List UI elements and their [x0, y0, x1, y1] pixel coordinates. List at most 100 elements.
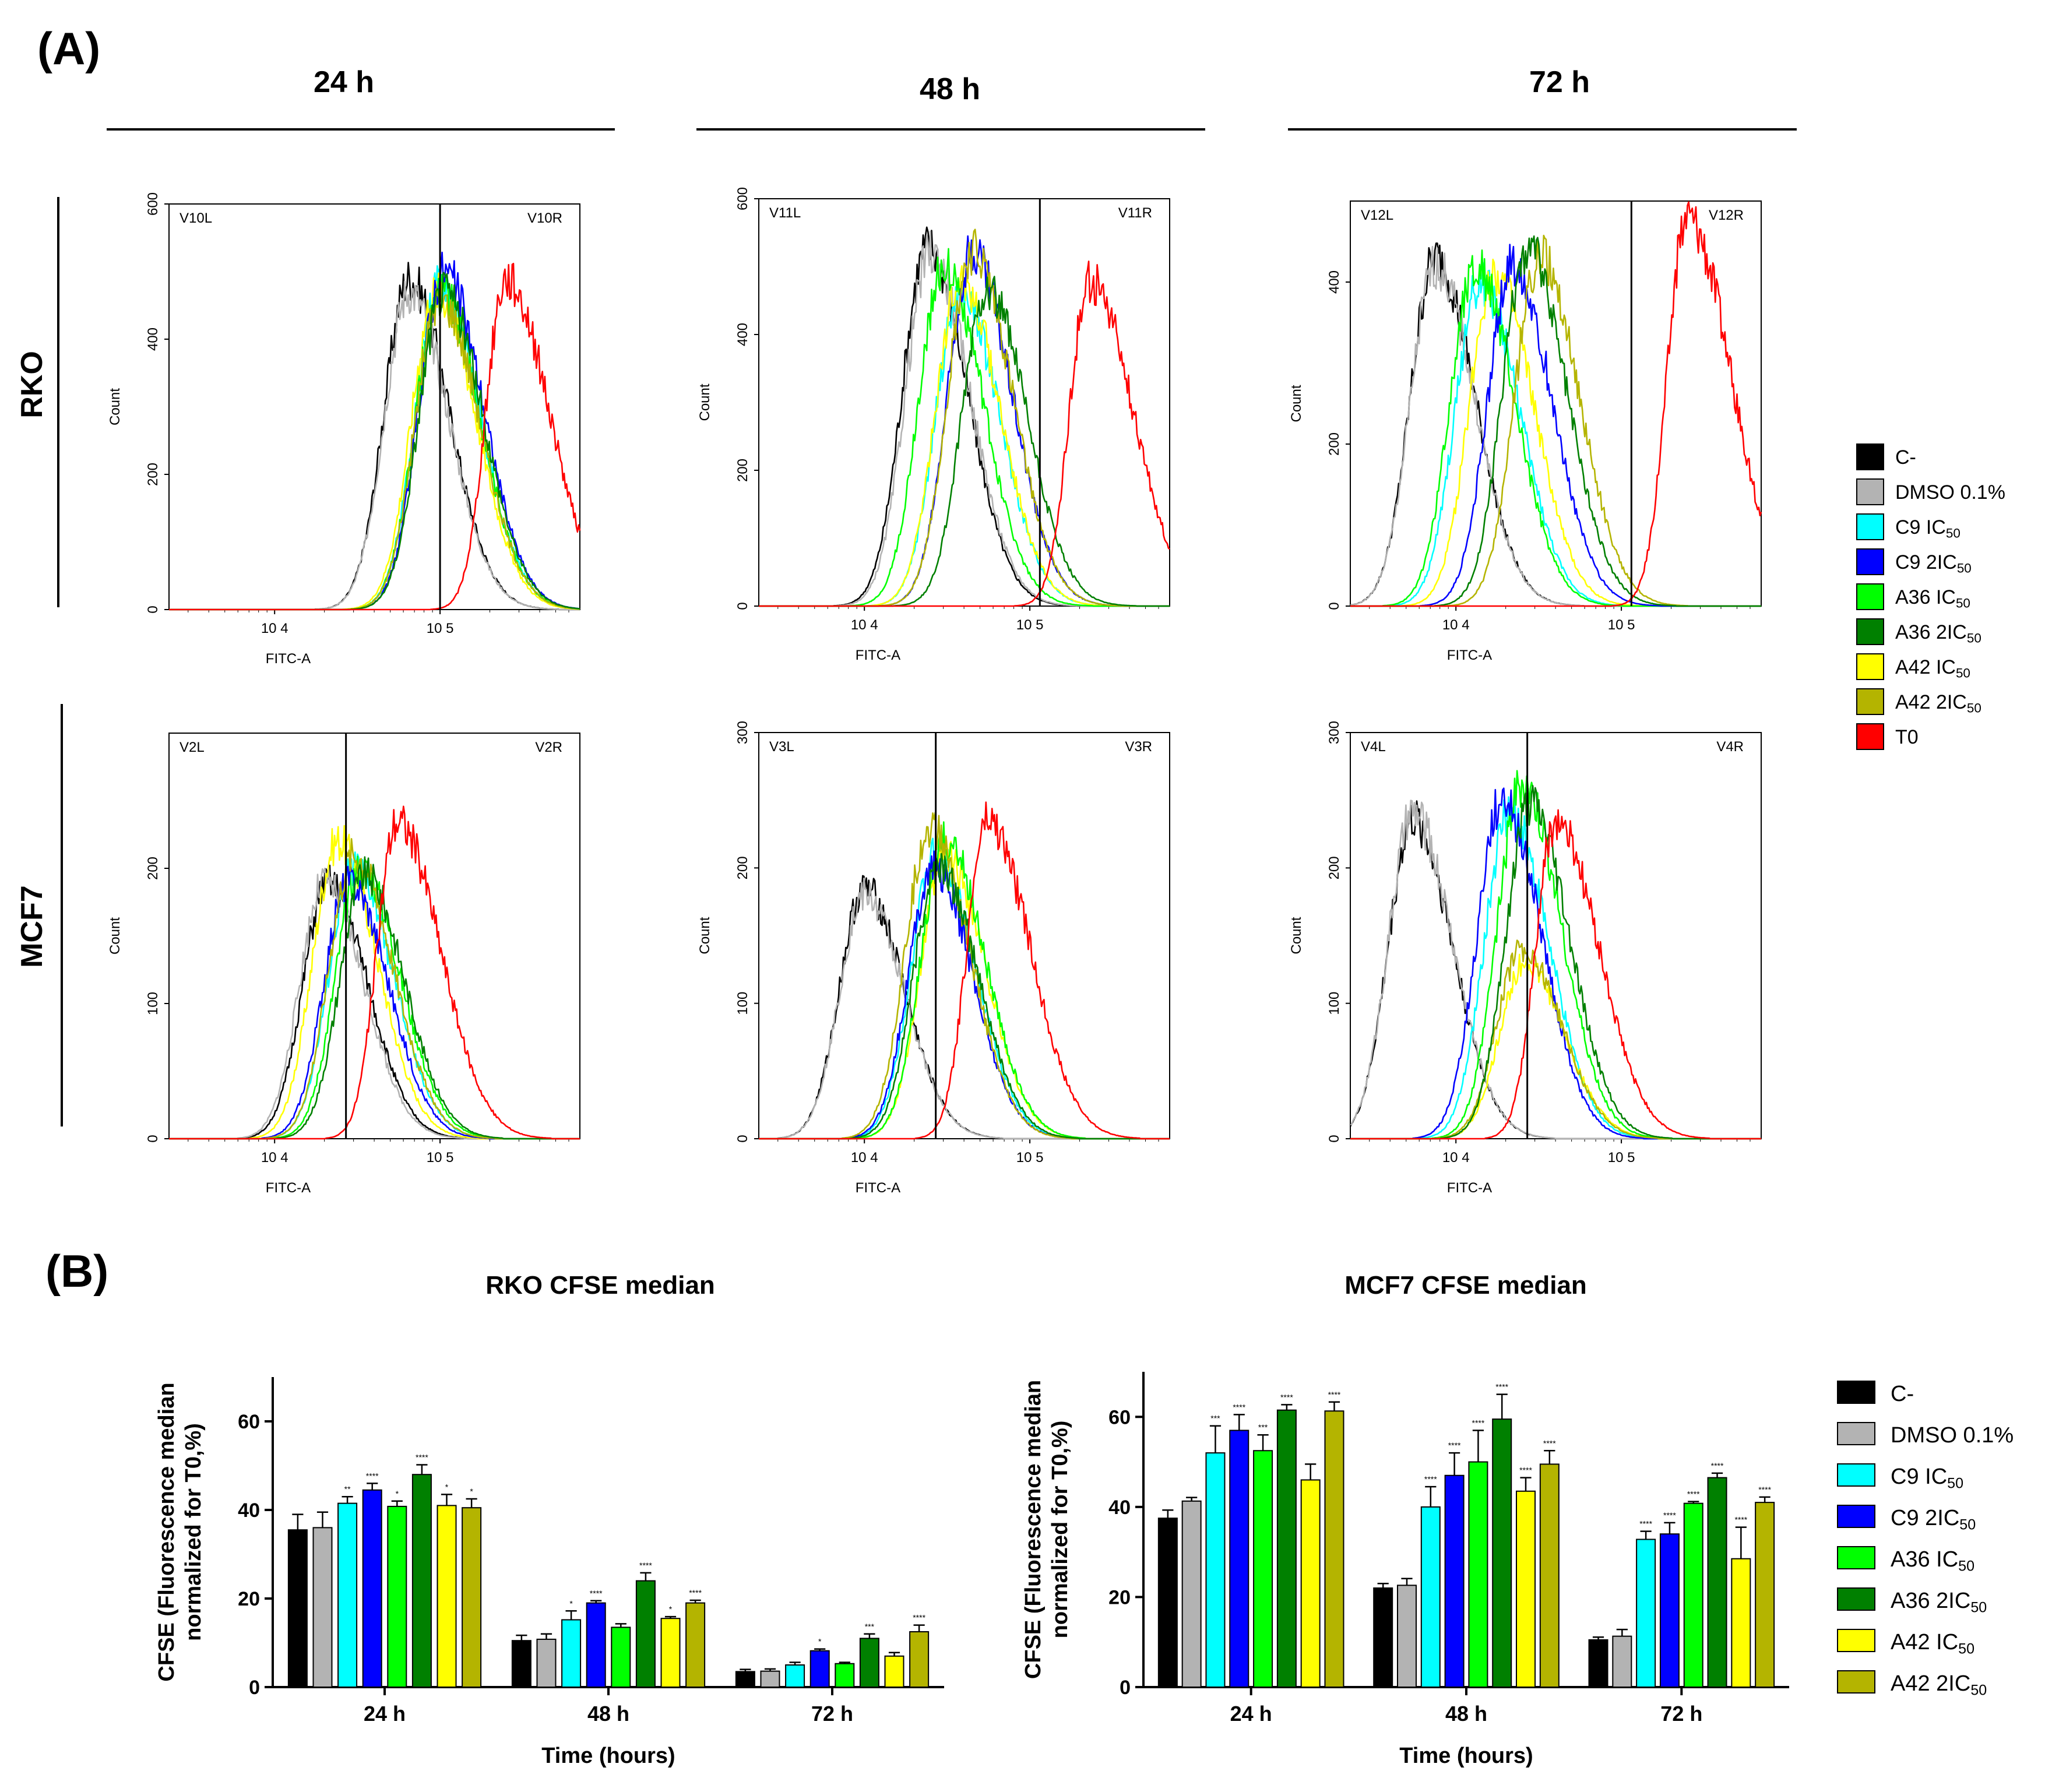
bar-c9-ic50-24-h	[337, 1502, 358, 1688]
x-tick-label: 10 5	[1608, 617, 1635, 633]
x-axis-label: FITC-A	[266, 651, 311, 667]
flow-histogram-rko-72h: 0 200 400 Count 10 4 10 5 FITC-A V12L V12R	[1289, 200, 1762, 663]
bar-a42-2ic50-72-h	[909, 1631, 930, 1688]
y-axis-label: Count	[697, 383, 713, 421]
legend-swatch-c	[1856, 443, 1884, 470]
y-tick-label: 100	[735, 992, 751, 1015]
bar-a36-ic50-24-h	[387, 1505, 407, 1688]
bar-a36-2ic50-48-h	[1492, 1418, 1512, 1688]
bar-c9-2ic50-48-h	[586, 1602, 606, 1688]
legend-swatch-a36-2ic50	[1856, 618, 1884, 645]
significance-marker: ****	[1280, 1392, 1293, 1402]
histogram-curve-c9-2ic50	[759, 850, 1170, 1140]
significance-marker: ***	[1210, 1414, 1220, 1423]
bar-legend-label-a42-2ic50-subscript: 50	[1970, 1682, 1987, 1699]
gate-right-label: V2R	[535, 740, 562, 755]
significance-marker: ****	[1758, 1485, 1771, 1494]
bar-c9-ic50-72-h	[785, 1664, 805, 1688]
flow-row-label-mcf7: MCF7	[15, 704, 63, 1126]
bar-legend-label-a36-2ic50: A36 2IC50	[1891, 1589, 1987, 1616]
y-tick-label: 60	[238, 1411, 260, 1433]
category-label-48-h: 48 h	[1445, 1702, 1487, 1726]
bar-legend-label-c9-2ic50-main: C9 2IC	[1891, 1506, 1959, 1530]
bar-c-24-h	[1157, 1518, 1178, 1688]
bar-c9-2ic50-24-h	[362, 1489, 382, 1688]
row-title-rko: RKO	[15, 351, 49, 418]
y-tick-label: 400	[1326, 270, 1342, 294]
significance-marker: ***	[865, 1622, 875, 1631]
bar-c9-ic50-72-h	[1636, 1538, 1656, 1688]
bar-legend-label-dmso-0-1: DMSO 0.1%	[1891, 1423, 2014, 1448]
legend-label-c9-ic50-subscript: 50	[1946, 526, 1960, 541]
y-tick-label: 200	[145, 857, 161, 880]
panel-a-label: (A)	[37, 23, 100, 74]
bar-legend-label-c9-2ic50-subscript: 50	[1959, 1517, 1976, 1533]
significance-marker: *	[445, 1482, 449, 1491]
x-tick-label: 10 5	[1608, 1150, 1635, 1166]
y-tick-label: 0	[145, 605, 161, 613]
bar-legend-label-a42-2ic50: A42 2IC50	[1891, 1671, 1987, 1699]
significance-marker: *	[470, 1487, 473, 1496]
legend-label-a36-ic50: A36 IC50	[1895, 586, 1970, 611]
bar-a36-2ic50-48-h	[635, 1580, 656, 1688]
significance-marker: ***	[1258, 1423, 1268, 1432]
legend-label-t0: T0	[1895, 726, 1919, 748]
bar-c9-ic50-48-h	[561, 1619, 582, 1688]
bar-legend-label-a36-ic50-subscript: 50	[1958, 1558, 1974, 1575]
bar-a42-ic50-48-h	[1516, 1490, 1536, 1688]
bar-legend-label-a36-ic50-main: A36 IC	[1891, 1547, 1958, 1572]
histogram-curve-c9-2ic50	[1350, 244, 1761, 607]
y-tick-label: 60	[1108, 1406, 1131, 1428]
y-tick-label: 0	[1120, 1677, 1131, 1699]
bar-legend-label-a42-2ic50-main: A42 2IC	[1891, 1671, 1970, 1696]
gate-left-label: V2L	[179, 740, 205, 755]
histogram-frame	[758, 198, 1170, 607]
legend-label-t0-main: T0	[1895, 726, 1919, 748]
gate-right-label: V12R	[1709, 207, 1744, 223]
y-tick-label: 400	[735, 323, 751, 346]
y-tick-label: 400	[145, 328, 161, 351]
bar-a36-ic50-24-h	[1253, 1450, 1273, 1688]
legend-label-c9-2ic50: C9 2IC50	[1895, 551, 1972, 576]
significance-marker: ****	[1472, 1418, 1485, 1427]
significance-marker: ****	[689, 1588, 702, 1597]
histogram-curve-c9-2ic50	[1350, 787, 1761, 1140]
flow-histogram-rko-24h: 0 200 400 600 Count 10 4 10 5 FITC-A V10L V10R	[107, 192, 581, 667]
histogram-frame	[168, 203, 580, 610]
legend-label-a42-ic50-main: A42 IC	[1895, 656, 1956, 678]
legend-label-a36-ic50-main: A36 IC	[1895, 586, 1956, 608]
legend-swatch-a36-ic50	[1856, 583, 1884, 610]
x-tick-label: 10 4	[261, 1150, 288, 1166]
legend-label-a42-2ic50-subscript: 50	[1967, 701, 1981, 716]
y-tick-label: 0	[735, 602, 751, 610]
y-tick-label: 20	[238, 1588, 260, 1610]
legend-swatch-a42-2ic50	[1856, 688, 1884, 715]
category-label-24-h: 24 h	[364, 1702, 406, 1726]
histogram-curve-a42-ic50	[1350, 953, 1761, 1140]
gate-right-label: V4R	[1716, 739, 1744, 755]
bar-legend-label-a42-ic50-main: A42 IC	[1891, 1630, 1958, 1654]
gate-right-label: V3R	[1125, 739, 1152, 755]
bar-a42-ic50-48-h	[660, 1618, 681, 1688]
legend-swatch-c9-2ic50	[1856, 548, 1884, 575]
bar-legend-label-c9-ic50: C9 IC50	[1891, 1464, 1963, 1492]
legend-label-a42-2ic50: A42 2IC50	[1895, 691, 1981, 716]
bar-a42-2ic50-72-h	[1755, 1502, 1775, 1688]
significance-marker: ****	[1495, 1382, 1508, 1392]
bar-legend-label-c9-ic50-main: C9 IC	[1891, 1464, 1947, 1489]
y-tick-label: 0	[1326, 602, 1342, 610]
histogram-curve-c9-ic50	[1350, 794, 1761, 1140]
significance-marker: ****	[1687, 1490, 1700, 1499]
gate-left-label: V4L	[1361, 739, 1386, 755]
histogram-curve-dmso-0-1	[169, 865, 580, 1140]
bar-dmso-0-1-72-h	[760, 1670, 780, 1688]
column-title-72h: 72 h	[1529, 65, 1590, 99]
bar-chart-rko: RKO CFSE median 0 20 40 60 CFSE (Fluorescence…	[154, 1271, 944, 1768]
y-axis-label-line2: normalized for T0,%)	[1048, 1421, 1072, 1639]
bar-legend-swatch-a42-ic50	[1837, 1629, 1875, 1652]
flow-histogram-mcf7-72h: 0 100 200 300 Count 10 4 10 5 FITC-A V4L V4R	[1289, 721, 1762, 1196]
histogram-frame	[168, 733, 580, 1139]
bar-c9-2ic50-72-h	[809, 1650, 830, 1688]
x-axis-label: FITC-A	[856, 1180, 900, 1196]
